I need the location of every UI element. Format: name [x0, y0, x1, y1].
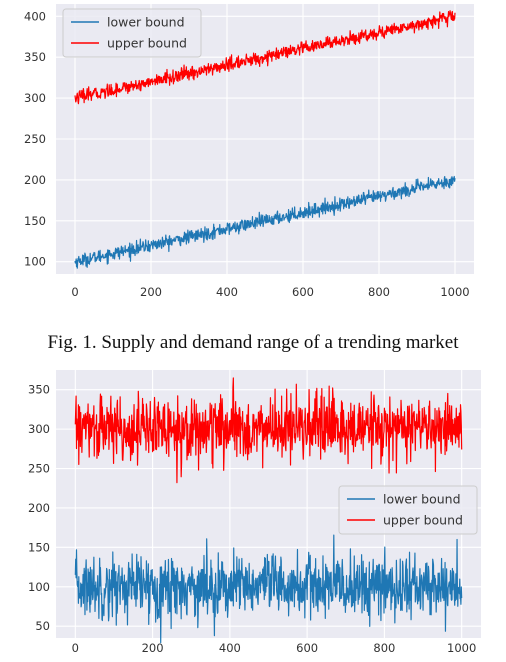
- series-line-lower-bound: [74, 175, 456, 269]
- x-tick-label: 600: [296, 641, 318, 655]
- legend-box: [338, 485, 478, 535]
- y-tick-label: 150: [24, 214, 46, 228]
- y-tick-label: 300: [28, 422, 50, 436]
- y-tick-label: 350: [28, 383, 50, 397]
- figure-caption: Fig. 1. Supply and demand range of a tre…: [47, 332, 459, 353]
- y-tick-label: 300: [24, 91, 46, 105]
- y-tick-label: 250: [24, 132, 46, 146]
- legend-label: lower bound: [383, 492, 461, 507]
- legend-label: upper bound: [383, 513, 463, 528]
- series-line-upper-bound: [74, 377, 463, 484]
- y-tick-label: 100: [24, 255, 46, 269]
- x-tick-label: 600: [292, 285, 314, 299]
- legend-label: lower bound: [107, 15, 185, 30]
- x-tick-label: 800: [373, 641, 395, 655]
- x-tick-label: 800: [368, 285, 390, 299]
- y-tick-label: 150: [28, 540, 50, 554]
- x-tick-label: 1000: [440, 285, 469, 299]
- legend-label: upper bound: [107, 36, 187, 51]
- x-tick-label: 0: [71, 285, 78, 299]
- legend-box: [62, 8, 202, 58]
- x-tick-label: 200: [142, 641, 164, 655]
- stationary-market-chart: 0 200 400 600 800 1000 50 100 150 200 250 300 350 low…: [28, 370, 481, 655]
- x-tick-label: 400: [216, 285, 238, 299]
- series-line-upper-bound: [74, 10, 456, 105]
- series-line-lower-bound: [74, 534, 463, 644]
- legend: lower bound upper bound: [338, 485, 478, 535]
- trending-market-chart: 0 200 400 600 800 1000 100 150 200 250 300 350 400 lo…: [24, 4, 474, 299]
- y-tick-label: 100: [28, 580, 50, 594]
- x-tick-label: 400: [219, 641, 241, 655]
- y-tick-label: 400: [24, 9, 46, 23]
- x-tick-label: 200: [140, 285, 162, 299]
- y-tick-label: 200: [28, 501, 50, 515]
- y-tick-label: 350: [24, 50, 46, 64]
- legend: lower bound upper bound: [62, 8, 202, 58]
- y-tick-label: 50: [35, 619, 50, 633]
- x-tick-label: 0: [72, 641, 79, 655]
- y-tick-label: 250: [28, 462, 50, 476]
- x-tick-label: 1000: [447, 641, 476, 655]
- y-tick-label: 200: [24, 173, 46, 187]
